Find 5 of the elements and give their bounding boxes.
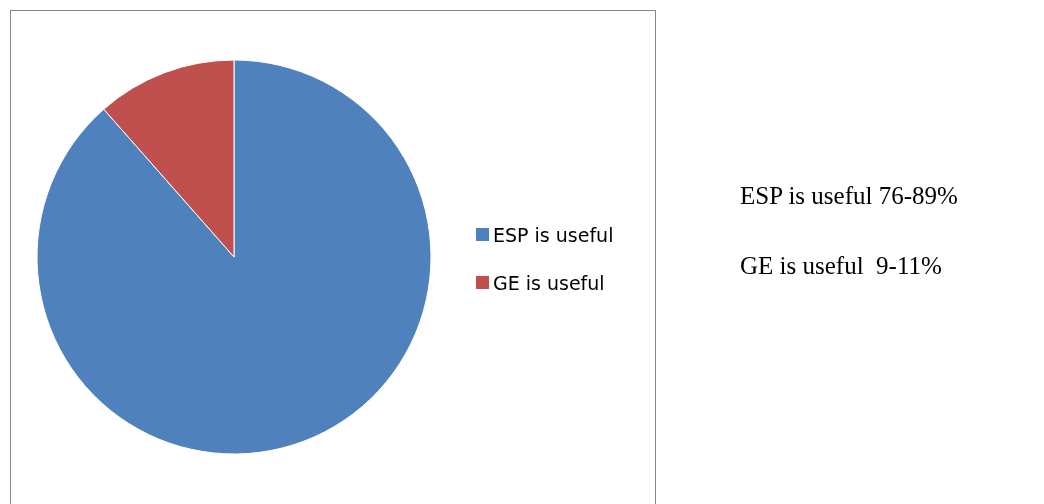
legend-label: ESP is useful xyxy=(493,223,614,246)
text: ESP is useful 76-89% xyxy=(740,181,958,209)
legend-label: GE is useful xyxy=(493,271,605,294)
text: GE is useful 9-11% xyxy=(740,251,942,279)
pie-slice xyxy=(36,59,432,455)
